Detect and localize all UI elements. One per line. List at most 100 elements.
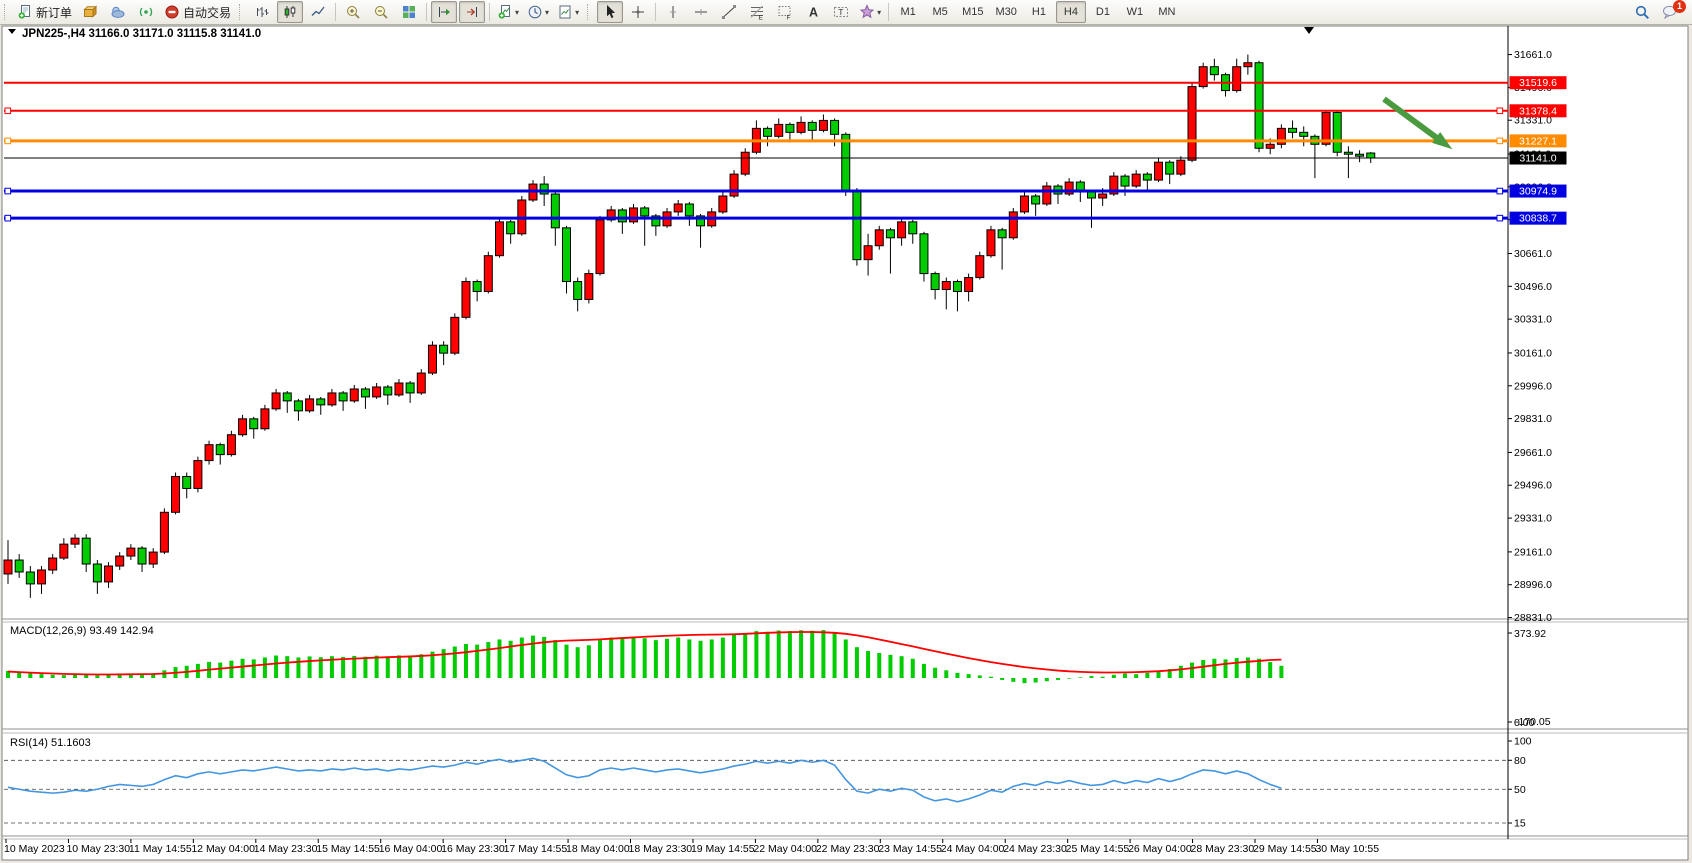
new-order-button-label: 新订单 [36,5,73,20]
candle [852,189,862,261]
profile-button[interactable] [105,1,131,23]
candle [550,193,560,229]
vertical-line-button[interactable] [660,1,686,23]
price-tick-label: 31331.0 [1514,115,1552,127]
candle [1165,161,1175,175]
time-tick-label: 24 May 23:30 [1003,843,1067,855]
timeframe-h1[interactable]: H1 [1031,6,1046,18]
stop-icon [164,4,180,20]
candle [1299,131,1309,137]
toolbar-grip [4,4,10,20]
candle [1042,185,1052,205]
candle [1008,211,1018,239]
candle [997,229,1007,239]
price-line-30838.7[interactable]: 30838.7 [4,211,1567,225]
timeframe-m15[interactable]: M15 [962,6,984,18]
price-badge-label: 31227.1 [1519,135,1557,147]
price-badge-label: 31141.0 [1519,153,1556,165]
candle [1265,143,1275,149]
candle [1198,66,1208,88]
new-order-button[interactable]: 新订单 [14,1,75,23]
auto-trading-button[interactable]: 自动交易 [161,1,234,23]
new-order-icon [17,4,33,20]
candle [104,565,114,583]
crosshair-button[interactable] [625,1,651,23]
auto-scroll-button[interactable] [431,1,458,23]
search-button[interactable] [1629,1,1655,23]
timeframe-m30[interactable]: M30 [995,6,1017,18]
price-line-31378.4[interactable]: 31378.4 [4,104,1567,118]
label-icon: T [833,4,849,20]
shapes-icon [859,4,875,20]
indicators-button[interactable]: ▾ [494,1,522,23]
zoom-out-button[interactable] [368,1,394,23]
signals-button[interactable] [133,1,159,23]
candle [494,221,504,257]
chart-canvas[interactable]: 31661.031496.031331.031161.030996.030831… [0,24,1692,863]
chart-shift-button[interactable] [459,1,486,23]
equidistant-channel-button[interactable]: E [744,1,770,23]
candle [1019,195,1029,213]
candle [673,203,683,213]
fibonacci-button[interactable]: F [772,1,798,23]
chart-shift-marker[interactable] [1304,27,1314,34]
candle [729,173,739,197]
text-label-button[interactable]: T [828,1,854,23]
trend-arrow-annotation[interactable] [1382,96,1453,150]
zoom-in-button[interactable] [340,1,366,23]
tile-windows-button[interactable] [396,1,422,23]
horizontal-line-button[interactable] [688,1,714,23]
candle [606,209,616,221]
timeframe-d1[interactable]: D1 [1095,6,1110,18]
price-line-31227.1[interactable]: 31227.1 [4,134,1567,148]
trendline-button[interactable] [716,1,742,23]
candle [1086,191,1096,199]
candle [372,386,382,398]
shift-icon [464,4,480,20]
timeframe-m5[interactable]: M5 [932,6,948,18]
candle [360,388,370,398]
text-button[interactable]: A [800,1,826,23]
candle [427,344,437,374]
bar-chart-button[interactable] [249,1,275,23]
symbol-dropdown-icon[interactable] [8,29,16,34]
toolbar-separator [426,3,428,21]
svg-text:F: F [787,15,791,21]
candle [629,207,639,223]
macd-pane: MACD(12,26,9) 93.49 142.94 373.92 0.00-170… [6,625,1551,729]
shapes-button[interactable]: ▾ [856,1,884,23]
timeframe-h4[interactable]: H4 [1055,1,1086,23]
rsi-level-label: 50 [1514,784,1526,796]
price-tick-label: 29331.0 [1514,513,1552,525]
candle [1254,62,1264,149]
candle [416,372,426,394]
market-watch-button[interactable] [77,1,103,23]
candle [1355,153,1365,157]
notifications-button[interactable]: 1 [1657,0,1686,23]
price-badge [1509,184,1567,198]
toolbar-separator [489,3,491,21]
candle [1332,111,1342,153]
chat-icon [1662,4,1678,20]
chevron-down-icon[interactable]: ▾ [877,7,882,17]
timeframe-m1[interactable]: M1 [900,6,916,18]
crosshair-icon [630,4,646,20]
chevron-down-icon[interactable]: ▾ [575,7,580,17]
auto-trading-button-label: 自动交易 [183,5,232,20]
candlestick-button[interactable] [277,1,304,23]
periods-button[interactable]: ▾ [524,1,552,23]
price-line-30974.9[interactable]: 30974.9 [4,184,1567,198]
line-chart-button[interactable] [305,1,331,23]
cursor-button[interactable] [597,1,624,23]
price-line-31141.0[interactable]: 31141.0 [4,151,1567,165]
toolbar-separator [655,3,657,21]
chevron-down-icon[interactable]: ▾ [515,7,520,17]
price-line-31519.6[interactable]: 31519.6 [4,76,1567,90]
toolbar-right: 1 [1628,0,1686,23]
timeframe-mn[interactable]: MN [1158,6,1176,18]
candle [59,543,69,559]
templates-button[interactable]: ▾ [554,1,582,23]
chevron-down-icon[interactable]: ▾ [545,7,550,17]
timeframe-w1[interactable]: W1 [1126,6,1144,18]
